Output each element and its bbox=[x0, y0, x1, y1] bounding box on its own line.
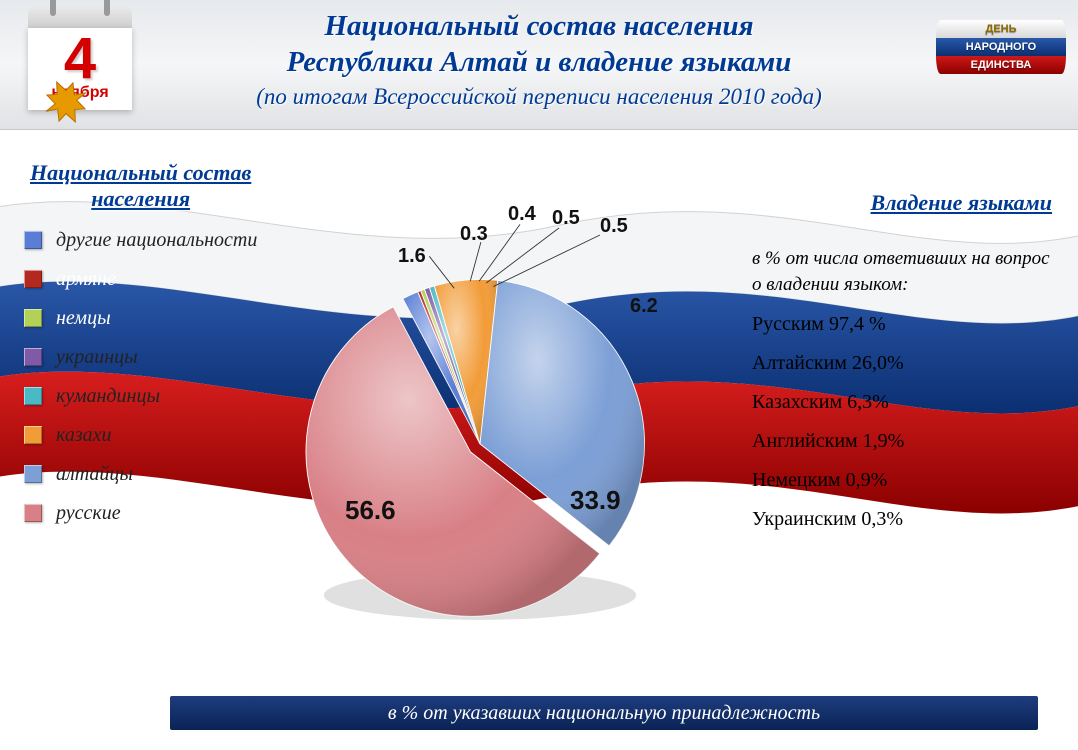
unity-day-ribbon: ДЕНЬ НАРОДНОГО ЕДИНСТВА bbox=[936, 4, 1066, 114]
pie-chart: 1.60.30.40.50.56.233.956.6 bbox=[250, 235, 710, 635]
pie-value-label: 0.4 bbox=[508, 203, 536, 226]
legend: Национальный состав населения другие нац… bbox=[24, 160, 257, 541]
languages-intro: в % от числа ответивших на вопрос о влад… bbox=[752, 246, 1052, 297]
legend-label: казахи bbox=[56, 424, 112, 447]
subtitle: (по итогам Всероссийской переписи населе… bbox=[140, 83, 938, 112]
pie-value-label: 6.2 bbox=[630, 295, 658, 318]
legend-label: другие национальности bbox=[56, 229, 257, 252]
language-row: Английским 1,9% bbox=[752, 430, 1052, 453]
calendar-rings bbox=[28, 6, 132, 28]
legend-swatch bbox=[24, 387, 42, 405]
legend-item: казахи bbox=[24, 424, 257, 447]
legend-title-l1: Национальный состав bbox=[30, 160, 251, 185]
language-row: Казахским 6,3% bbox=[752, 391, 1052, 414]
language-row: Алтайским 26,0% bbox=[752, 352, 1052, 375]
languages-block: Владение языками в % от числа ответивших… bbox=[752, 190, 1052, 547]
legend-label: алтайцы bbox=[56, 463, 133, 486]
bottom-caption: в % от указавших национальную принадлежн… bbox=[170, 696, 1038, 730]
pie-value-label: 56.6 bbox=[345, 495, 396, 526]
pie-value-label: 0.5 bbox=[600, 215, 628, 238]
calendar-badge: 4 ноября bbox=[28, 6, 132, 124]
legend-item: кумандинцы bbox=[24, 385, 257, 408]
legend-label: украинцы bbox=[56, 346, 138, 369]
pie-value-label: 0.5 bbox=[552, 207, 580, 230]
legend-item: другие национальности bbox=[24, 229, 257, 252]
legend-item: армяне bbox=[24, 268, 257, 291]
pie-value-label: 1.6 bbox=[398, 245, 426, 268]
language-row: Украинским 0,3% bbox=[752, 508, 1052, 531]
title-line-1: Национальный состав населения bbox=[140, 8, 938, 44]
legend-swatch bbox=[24, 348, 42, 366]
legend-item: русские bbox=[24, 502, 257, 525]
legend-item: алтайцы bbox=[24, 463, 257, 486]
legend-item: украинцы bbox=[24, 346, 257, 369]
pie-value-label: 0.3 bbox=[460, 223, 488, 246]
legend-title-l2: населения bbox=[91, 186, 190, 211]
legend-item: немцы bbox=[24, 307, 257, 330]
legend-swatch bbox=[24, 309, 42, 327]
ribbon-red: ЕДИНСТВА bbox=[936, 56, 1066, 74]
page-title: Национальный состав населения Республики… bbox=[140, 8, 938, 111]
legend-label: немцы bbox=[56, 307, 111, 330]
languages-title: Владение языками bbox=[752, 190, 1052, 216]
language-row: Немецким 0,9% bbox=[752, 469, 1052, 492]
legend-swatch bbox=[24, 426, 42, 444]
pie-value-label: 33.9 bbox=[570, 485, 621, 516]
ribbon-white: ДЕНЬ bbox=[936, 20, 1066, 38]
ribbon-blue: НАРОДНОГО bbox=[936, 38, 1066, 56]
legend-label: кумандинцы bbox=[56, 385, 160, 408]
legend-swatch bbox=[24, 270, 42, 288]
legend-label: армяне bbox=[56, 268, 116, 291]
legend-title: Национальный состав населения bbox=[24, 160, 257, 213]
legend-swatch bbox=[24, 504, 42, 522]
legend-swatch bbox=[24, 231, 42, 249]
language-row: Русским 97,4 % bbox=[752, 313, 1052, 336]
legend-swatch bbox=[24, 465, 42, 483]
title-line-2: Республики Алтай и владение языками bbox=[140, 44, 938, 80]
legend-label: русские bbox=[56, 502, 121, 525]
